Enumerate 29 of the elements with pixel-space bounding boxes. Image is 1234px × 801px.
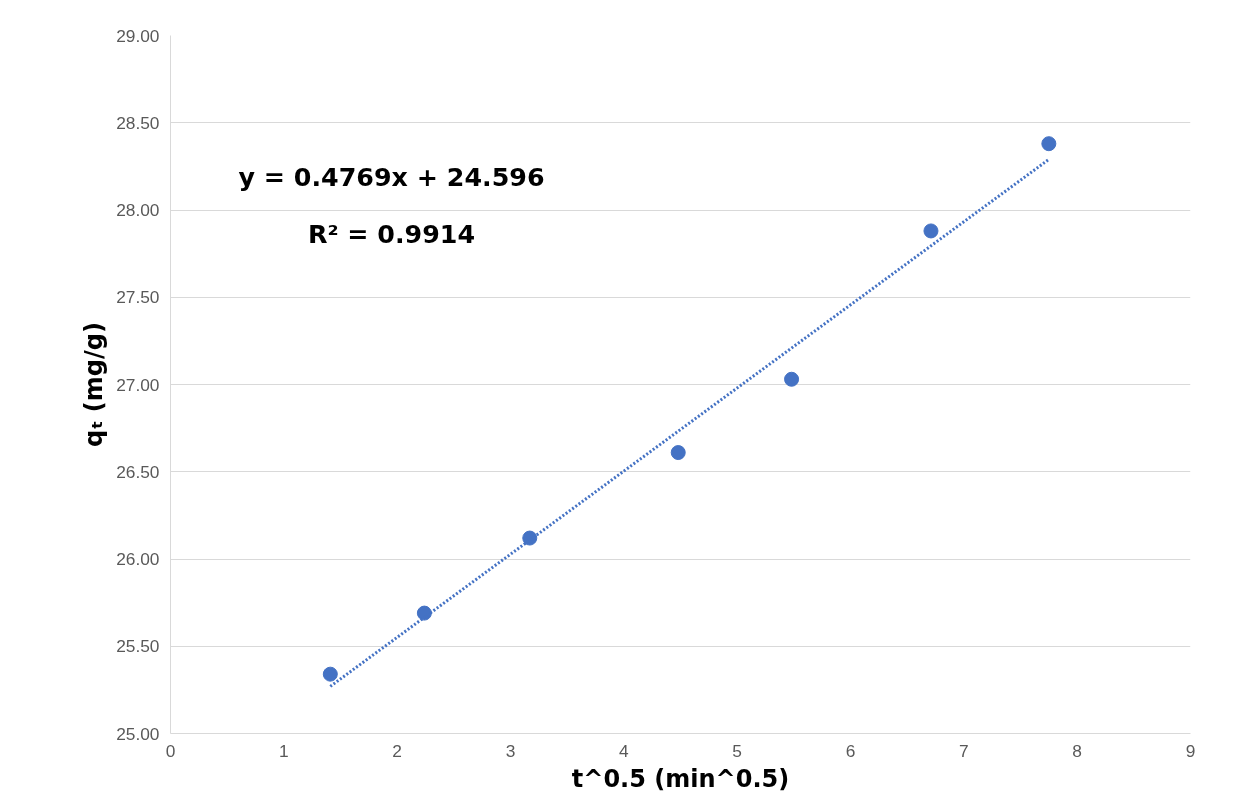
point <box>784 371 800 387</box>
x-tick-label: 1 <box>279 740 289 761</box>
x-tick-label: 9 <box>1185 740 1196 761</box>
x-axis-title: t^0.5 (min^0.5) <box>571 764 790 793</box>
x-tick-label: 7 <box>959 740 969 761</box>
y-tick-label: 29.00 <box>116 25 160 46</box>
point <box>416 605 432 621</box>
y-tick-label: 28.00 <box>116 200 160 220</box>
y-tick-label: 25.50 <box>116 636 160 657</box>
annotation: y = 0.4769x + 24.596 <box>238 161 545 192</box>
x-tick-label: 2 <box>392 740 402 761</box>
y-tick-label: 26.50 <box>116 461 160 482</box>
x-tick-label: 8 <box>1072 740 1082 761</box>
x-tick-label: 6 <box>845 740 856 761</box>
x-tick-label: 5 <box>732 740 742 761</box>
y-tick-label: 25.00 <box>116 723 160 744</box>
y-axis-title: qₜ (mg/g) <box>80 322 109 447</box>
y-tick-label: 27.00 <box>116 374 160 395</box>
x-tick-label: 0 <box>165 740 176 761</box>
x-tick-label: 4 <box>619 740 630 761</box>
point <box>1041 136 1057 152</box>
point <box>670 445 686 461</box>
y-tick-label: 26.00 <box>116 549 160 569</box>
point <box>322 666 338 682</box>
annotation: R² = 0.9914 <box>307 219 476 250</box>
y-tick-label: 27.50 <box>116 287 160 308</box>
y-tick-label: 28.50 <box>116 112 160 133</box>
point <box>923 223 939 239</box>
x-tick-label: 3 <box>505 740 516 761</box>
